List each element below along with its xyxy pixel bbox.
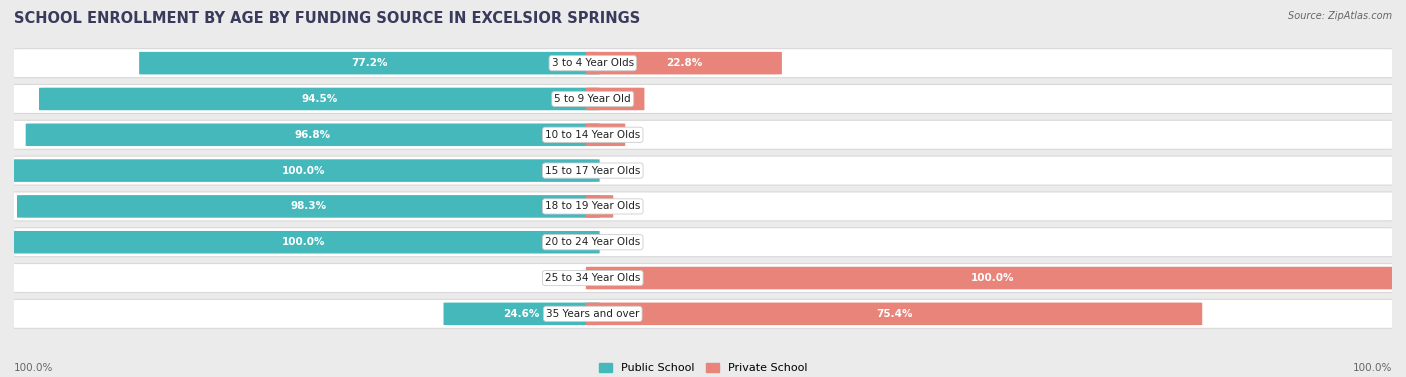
FancyBboxPatch shape [7, 159, 599, 182]
FancyBboxPatch shape [0, 299, 1406, 328]
FancyBboxPatch shape [139, 52, 599, 74]
FancyBboxPatch shape [0, 192, 1406, 221]
Text: 3.2%: 3.2% [591, 130, 620, 140]
Text: 100.0%: 100.0% [970, 273, 1014, 283]
Text: 100.0%: 100.0% [281, 237, 325, 247]
Text: 100.0%: 100.0% [281, 166, 325, 176]
Text: 0.0%: 0.0% [606, 166, 633, 176]
Text: SCHOOL ENROLLMENT BY AGE BY FUNDING SOURCE IN EXCELSIOR SPRINGS: SCHOOL ENROLLMENT BY AGE BY FUNDING SOUR… [14, 11, 640, 26]
Text: 96.8%: 96.8% [295, 130, 330, 140]
FancyBboxPatch shape [443, 303, 599, 325]
Text: 10 to 14 Year Olds: 10 to 14 Year Olds [546, 130, 640, 140]
Text: Source: ZipAtlas.com: Source: ZipAtlas.com [1288, 11, 1392, 21]
Text: 77.2%: 77.2% [352, 58, 388, 68]
Text: 1.7%: 1.7% [585, 201, 614, 211]
FancyBboxPatch shape [39, 88, 599, 110]
FancyBboxPatch shape [7, 231, 599, 253]
FancyBboxPatch shape [586, 124, 626, 146]
Text: 0.0%: 0.0% [606, 237, 633, 247]
Text: 22.8%: 22.8% [666, 58, 702, 68]
FancyBboxPatch shape [25, 124, 599, 146]
FancyBboxPatch shape [0, 228, 1406, 257]
Text: 5 to 9 Year Old: 5 to 9 Year Old [554, 94, 631, 104]
Text: 100.0%: 100.0% [1353, 363, 1392, 373]
FancyBboxPatch shape [17, 195, 599, 218]
FancyBboxPatch shape [586, 88, 644, 110]
Text: 98.3%: 98.3% [290, 201, 326, 211]
FancyBboxPatch shape [586, 52, 782, 74]
Text: 5.6%: 5.6% [600, 94, 630, 104]
Text: 20 to 24 Year Olds: 20 to 24 Year Olds [546, 237, 640, 247]
FancyBboxPatch shape [0, 84, 1406, 113]
Text: 15 to 17 Year Olds: 15 to 17 Year Olds [546, 166, 641, 176]
FancyBboxPatch shape [0, 156, 1406, 185]
Text: 24.6%: 24.6% [503, 309, 540, 319]
Text: 94.5%: 94.5% [301, 94, 337, 104]
Text: 3 to 4 Year Olds: 3 to 4 Year Olds [551, 58, 634, 68]
Text: 18 to 19 Year Olds: 18 to 19 Year Olds [546, 201, 641, 211]
Text: 0.0%: 0.0% [553, 273, 579, 283]
Text: 25 to 34 Year Olds: 25 to 34 Year Olds [546, 273, 641, 283]
Text: 100.0%: 100.0% [14, 363, 53, 373]
FancyBboxPatch shape [0, 264, 1406, 293]
FancyBboxPatch shape [586, 267, 1399, 289]
Text: 75.4%: 75.4% [876, 309, 912, 319]
Legend: Public School, Private School: Public School, Private School [595, 359, 811, 377]
FancyBboxPatch shape [586, 303, 1202, 325]
FancyBboxPatch shape [586, 195, 613, 218]
FancyBboxPatch shape [0, 120, 1406, 149]
FancyBboxPatch shape [0, 49, 1406, 78]
Text: 35 Years and over: 35 Years and over [546, 309, 640, 319]
